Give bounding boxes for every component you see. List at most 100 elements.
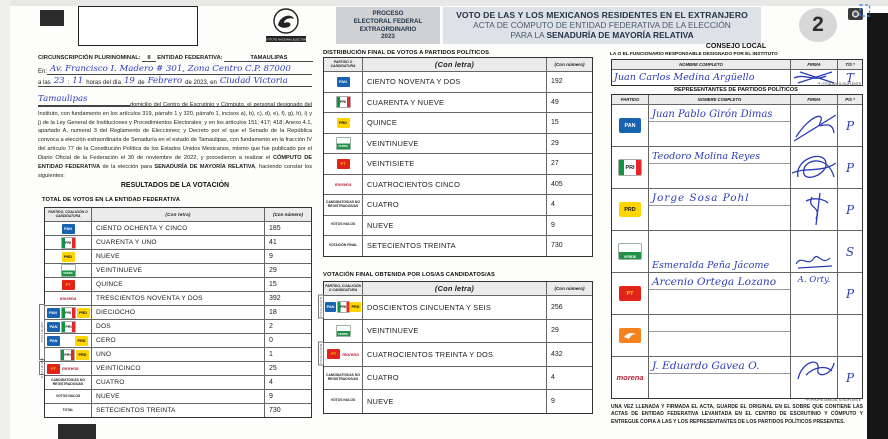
writing-line: Jorge Sosa Pohl: [649, 189, 790, 206]
number-column-header: (Con número): [264, 208, 311, 221]
votes-number: 4: [264, 376, 311, 389]
number-column-header: (Con número): [546, 58, 592, 71]
time-printed: horas del día: [86, 80, 121, 86]
ps-handwritten: S: [845, 244, 855, 259]
votes-words: NUEVE: [91, 390, 264, 403]
results-heading: RESULTADOS DE LA VOTACIÓN: [120, 182, 230, 189]
votes-words: NUEVE: [91, 250, 264, 263]
party-cell: PT: [612, 273, 648, 314]
time-printed: de 2023, en: [185, 80, 217, 86]
morena-party-icon: morena: [334, 181, 352, 187]
party-column-header: PARTIDO, COALICIÓN O CANDIDATURA: [324, 282, 362, 295]
registration-mark: [40, 10, 64, 26]
votes-words: QUINCE: [91, 278, 264, 291]
screenshot-tool-icon[interactable]: [847, 3, 871, 23]
row-label-cell: CANDIDATOS/AS NO REGISTRADOS/AS: [326, 372, 360, 381]
ps-handwritten: P: [845, 118, 855, 133]
votes-number: 256: [546, 296, 592, 319]
morena-party-icon: morena: [342, 351, 359, 357]
party-cell: morena: [324, 175, 362, 195]
title3-prefix: PARA LA: [510, 30, 547, 40]
address-handwritten: Av. Francisco I. Madero # 301, Zona Cent…: [47, 64, 312, 75]
prd-party-icon: PRD: [61, 251, 75, 262]
table-row-unregistered: CANDIDATOS/AS NO REGISTRADOS/AS CUATRO 4: [324, 194, 592, 215]
votes-number: 18: [264, 306, 311, 319]
row-label-cell: TOTAL: [62, 407, 74, 412]
party-column-header: PARTIDO, COALICIÓN O CANDIDATURA: [45, 208, 91, 221]
pvem-party-icon: VERDE: [60, 264, 76, 277]
ps-column-header: P/S *: [837, 95, 862, 104]
table-row: PRD NUEVE 9: [45, 249, 311, 263]
table-header-row: PARTIDO O CANDIDATURA (Con letra) (Con n…: [324, 58, 592, 71]
rep-name-cell: J. Eduardo Gavea O.: [648, 357, 790, 398]
prd-party-icon: PRD: [75, 335, 88, 346]
rep-signature-cell: [790, 315, 837, 356]
votes-words: CUATRO: [91, 376, 264, 389]
pvem-party-icon: VERDE: [618, 242, 642, 261]
scan-edge-strip: [867, 13, 888, 439]
legal-bold-senaduria: SENADURÍA DE MAYORÍA RELATIVA: [154, 163, 256, 170]
signature-scribble: [797, 361, 835, 380]
reps-heading: REPRESENTANTES DE PARTIDOS POLÍTICOS: [674, 87, 798, 93]
votes-number: 4: [546, 195, 592, 215]
votes-number: 4: [546, 366, 592, 389]
rep-ps-cell: S: [837, 231, 862, 272]
entidad-value: TAMAULIPAS: [224, 55, 314, 62]
pri-party-icon: PRI: [60, 306, 76, 319]
party-cell: PRD: [45, 250, 91, 263]
legal-text: domicilio del Centro de Escrutinio y Cóm…: [38, 102, 312, 161]
rep-name-handwritten: J. Eduardo Gavea O.: [652, 360, 760, 372]
row-label-cell: VOTOS NULOS: [330, 398, 356, 403]
table-header-row: PARTIDO, COALICIÓN O CANDIDATURA (Con le…: [45, 208, 311, 221]
votes-number: 192: [546, 72, 592, 92]
rep-name-cell: Jorge Sosa Pohl: [648, 189, 790, 230]
votes-words: DOSCIENTOS CINCUENTA Y SEIS: [362, 296, 546, 319]
writing-line: Esmeralda Peña Jácome: [649, 257, 790, 272]
votes-number: 9: [264, 390, 311, 403]
writing-line: [649, 315, 790, 332]
rep-name-cell: Juan Pablo Girón Dimas: [648, 105, 790, 146]
month-handwritten: Febrero: [147, 76, 183, 86]
table-row-total: TOTAL SETECIENTOS TREINTA 730: [45, 403, 311, 417]
time-separator: :: [67, 80, 70, 86]
party-cell: VERDE: [324, 134, 362, 154]
rep-name-handwritten: Jorge Sosa Pohl: [652, 192, 750, 204]
votes-words: CUATROCIENTOS CINCO: [362, 174, 546, 194]
morena-party-icon: morena: [616, 373, 644, 382]
words-column-header: (Con letra): [362, 282, 546, 295]
rep-signature-cell: [790, 105, 837, 146]
votes-words: QUINCE: [362, 113, 546, 133]
votes-words: DOS: [91, 320, 264, 333]
rep-row-pri: PRI Teodoro Molina Reyes P: [612, 146, 862, 188]
rep-ps-cell: P: [837, 189, 862, 230]
table-row-null-votes: VOTOS NULOS NUEVE 9: [45, 389, 311, 403]
rep-name-cell: Esmeralda Peña Jácome: [648, 231, 790, 272]
circunscripcion-value: II: [142, 55, 156, 62]
distribution-table-title: DISTRIBUCIÓN FINAL DE VOTOS A PARTIDOS P…: [323, 50, 490, 56]
place-handwritten: Ciudad Victoria: [219, 76, 288, 86]
party-cell: PRI: [612, 147, 648, 188]
rep-row-mc: [612, 314, 862, 356]
table-row-null-votes: VOTOS NULOS NUEVE 9: [324, 389, 592, 413]
votes-words: VEINTISIETE: [362, 154, 546, 174]
rep-row-morena: morena J. Eduardo Gavea O. P: [612, 356, 862, 398]
votes-number: 730: [264, 404, 311, 417]
pan-party-icon: PAN: [325, 302, 336, 313]
process-box: PROCESO ELECTORAL FEDERAL EXTRAORDINARIO…: [336, 7, 440, 44]
votes-words: VEINTINUEVE: [362, 319, 546, 342]
funcionario-ts-cell: T: [837, 70, 862, 85]
rep-signature-cell: [790, 231, 837, 272]
rep-name-handwritten: Juan Pablo Girón Dimas: [652, 109, 773, 120]
rep-name-handwritten: Esmeralda Peña Jácome: [652, 260, 770, 271]
votes-number: 29: [264, 264, 311, 277]
votes-words: NUEVE: [362, 215, 546, 235]
votes-number: 9: [546, 215, 592, 235]
votes-number: 392: [264, 292, 311, 305]
pri-party-icon: PRI: [61, 320, 76, 333]
doc-title-line1: VOTO DE LAS Y LOS MEXICANOS RESIDENTES E…: [456, 10, 748, 20]
party-cell: [612, 315, 648, 356]
table-row: PRI CUARENTA Y UNO 41: [45, 235, 311, 249]
votes-number: 9: [264, 250, 311, 263]
legal-text: , haciendo constar los siguientes:: [38, 163, 313, 179]
